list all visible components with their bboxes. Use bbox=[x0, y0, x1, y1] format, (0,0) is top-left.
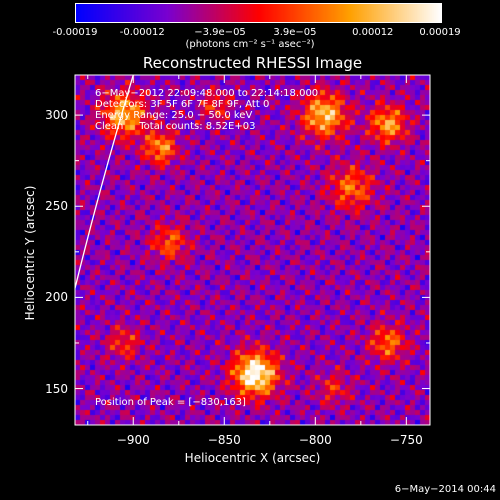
annotation-energy-range: Energy Range: 25.0 − 50.0 keV bbox=[95, 110, 253, 121]
y-axis-label: Heliocentric Y (arcsec) bbox=[23, 185, 37, 321]
colorbar-tick-label: -0.00019 bbox=[52, 27, 98, 38]
y-tick-label: 300 bbox=[45, 108, 68, 123]
colorbar-tick-label: 0.00019 bbox=[419, 27, 461, 38]
plot-frame bbox=[74, 74, 431, 426]
annotation-detectors: Detectors: 3F 5F 6F 7F 8F 9F, Att 0 bbox=[95, 99, 270, 110]
footer-date: 6−May−2014 00:44 bbox=[394, 484, 496, 495]
colorbar bbox=[75, 3, 442, 23]
y-tick-label: 150 bbox=[45, 381, 68, 396]
x-tick-label: −800 bbox=[298, 433, 332, 447]
colorbar-tick-label: 0.00012 bbox=[352, 27, 394, 38]
annotation-time-range: 6−May−2012 22:09:48.000 to 22:14:18.000 bbox=[95, 88, 319, 99]
axis-tick-marks bbox=[75, 75, 430, 425]
annotation-clean-counts: Clean Total counts: 8.52E+03 bbox=[95, 121, 256, 132]
y-tick-label: 200 bbox=[45, 290, 68, 305]
x-tick-label: −850 bbox=[207, 433, 241, 447]
colorbar-tick-label: −3.9e−05 bbox=[194, 27, 246, 38]
x-tick-label: −750 bbox=[389, 433, 423, 447]
heatmap-image bbox=[75, 75, 430, 425]
colorbar-tick-label: 3.9e−05 bbox=[273, 27, 317, 38]
colorbar-tick-label: -0.00012 bbox=[119, 27, 165, 38]
solar-limb-curve bbox=[74, 74, 134, 289]
chart-title: Reconstructed RHESSI Image bbox=[142, 54, 363, 72]
x-axis-label: Heliocentric X (arcsec) bbox=[184, 451, 321, 465]
annotation-peak-position: Position of Peak = [−830,163] bbox=[95, 397, 246, 408]
colorbar-unit-label: (photons cm⁻² s⁻¹ asec⁻²) bbox=[185, 39, 315, 50]
y-tick-label: 250 bbox=[45, 199, 68, 214]
x-tick-label: −900 bbox=[116, 433, 150, 447]
